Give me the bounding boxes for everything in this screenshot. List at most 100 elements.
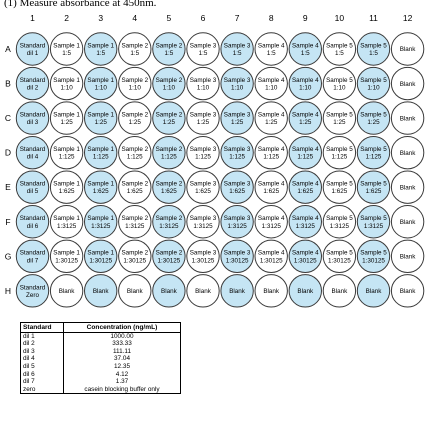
well-D4: Sample 21:125 bbox=[118, 135, 152, 170]
well-circle bbox=[152, 32, 186, 66]
well-circle bbox=[220, 101, 254, 135]
well-E3: Sample 11:625 bbox=[84, 170, 118, 204]
row-label-H: H bbox=[5, 286, 11, 296]
well-H4: Blank bbox=[118, 274, 152, 308]
well-label: Sample 1 bbox=[87, 42, 114, 49]
well-D5: Sample 21:125 bbox=[152, 135, 186, 170]
well-label: 1:25 bbox=[197, 119, 210, 126]
well-label: 1:5 bbox=[335, 50, 344, 57]
well-circle bbox=[15, 205, 50, 239]
well-label: Sample 5 bbox=[360, 146, 387, 153]
well-label: 1:625 bbox=[297, 188, 313, 195]
well-circle bbox=[152, 239, 186, 273]
well-label: Sample 1 bbox=[53, 215, 80, 222]
well-label: Sample 3 bbox=[190, 42, 217, 49]
well-label: 1:30125 bbox=[158, 257, 181, 264]
well-F7: Sample 31:3125 bbox=[220, 205, 254, 239]
well-label: 1:125 bbox=[263, 154, 279, 161]
well-label: Sample 4 bbox=[258, 42, 285, 49]
well-circle bbox=[356, 135, 391, 170]
well-B9: Sample 41:10 bbox=[288, 66, 322, 101]
well-label: Standard bbox=[20, 146, 46, 153]
well-label: 1:3125 bbox=[125, 223, 145, 230]
well-circle bbox=[49, 101, 84, 135]
well-label: 1:5 bbox=[267, 50, 276, 57]
well-circle bbox=[322, 101, 357, 135]
table-cell-standard: dil 2 bbox=[20, 340, 64, 348]
well-label: Sample 1 bbox=[53, 112, 80, 119]
table-row: dil 7 1.37 bbox=[20, 378, 181, 386]
well-E9: Sample 41:625 bbox=[288, 170, 322, 204]
well-A3: Sample 11:5 bbox=[84, 32, 118, 66]
well-label: Sample 4 bbox=[258, 112, 285, 119]
well-D3: Sample 11:125 bbox=[84, 135, 118, 170]
well-label: 1:625 bbox=[263, 188, 279, 195]
well-label: 1:5 bbox=[233, 50, 242, 57]
well-label: Sample 4 bbox=[292, 112, 319, 119]
well-label: Sample 5 bbox=[360, 250, 387, 257]
row-label-D: D bbox=[5, 148, 11, 158]
well-circle bbox=[186, 66, 220, 101]
well-label: 1:30125 bbox=[362, 257, 385, 264]
well-circle bbox=[288, 135, 322, 170]
well-circle bbox=[254, 66, 288, 101]
well-label: Sample 1 bbox=[87, 181, 114, 188]
well-H3: Blank bbox=[84, 274, 118, 308]
well-label: Sample 1 bbox=[53, 250, 80, 257]
well-circle bbox=[15, 170, 50, 204]
well-label: 1:30125 bbox=[226, 257, 249, 264]
well-label: 1:125 bbox=[229, 154, 245, 161]
well-label: Standard bbox=[20, 250, 46, 257]
well-circle bbox=[254, 205, 288, 239]
well-label: Standard bbox=[20, 77, 46, 84]
well-circle bbox=[356, 170, 391, 204]
well-G7: Sample 31:30125 bbox=[220, 239, 254, 273]
well-label: 1:25 bbox=[129, 119, 142, 126]
well-A6: Sample 31:5 bbox=[186, 32, 220, 66]
well-F11: Sample 51:3125 bbox=[356, 205, 391, 239]
well-label: 1:3125 bbox=[57, 223, 77, 230]
column-label-5: 5 bbox=[167, 13, 172, 23]
well-circle bbox=[15, 66, 50, 101]
well-label: Sample 4 bbox=[292, 250, 319, 257]
well-label: 1:125 bbox=[93, 154, 109, 161]
well-label: 1:125 bbox=[59, 154, 75, 161]
well-circle bbox=[186, 239, 220, 273]
well-C6: Sample 31:25 bbox=[186, 101, 220, 135]
well-label: 1:5 bbox=[62, 50, 71, 57]
column-label-7: 7 bbox=[235, 13, 240, 23]
well-label: Sample 3 bbox=[190, 112, 217, 119]
well-label: Standard bbox=[20, 215, 46, 222]
well-label: dil 3 bbox=[27, 119, 39, 126]
well-label: 1:25 bbox=[163, 119, 176, 126]
well-label: Sample 4 bbox=[258, 146, 285, 153]
well-circle bbox=[49, 170, 84, 204]
well-label: 1:25 bbox=[231, 119, 244, 126]
well-B4: Sample 21:10 bbox=[118, 66, 152, 101]
well-circle bbox=[186, 135, 220, 170]
table-row: dil 5 12.35 bbox=[20, 362, 181, 371]
well-H9: Blank bbox=[288, 274, 322, 308]
well-label: Sample 2 bbox=[156, 146, 183, 153]
well-label: Sample 1 bbox=[87, 146, 114, 153]
well-label: Blank bbox=[400, 184, 417, 191]
well-circle bbox=[118, 239, 152, 273]
well-circle bbox=[254, 32, 288, 66]
well-label: Sample 5 bbox=[326, 42, 353, 49]
well-circle bbox=[322, 32, 357, 66]
well-label: dil 2 bbox=[27, 85, 39, 92]
column-label-2: 2 bbox=[64, 13, 69, 23]
well-circle bbox=[84, 32, 118, 66]
well-label: Sample 5 bbox=[360, 42, 387, 49]
well-E8: Sample 41:625 bbox=[254, 170, 288, 204]
well-label: Sample 1 bbox=[53, 181, 80, 188]
well-F5: Sample 21:3125 bbox=[152, 205, 186, 239]
well-label: Sample 1 bbox=[87, 112, 114, 119]
well-B3: Sample 11:10 bbox=[84, 66, 118, 101]
well-label: Sample 3 bbox=[224, 215, 251, 222]
well-label: Sample 5 bbox=[326, 77, 353, 84]
well-label: 1:30125 bbox=[89, 257, 112, 264]
well-circle bbox=[220, 66, 254, 101]
